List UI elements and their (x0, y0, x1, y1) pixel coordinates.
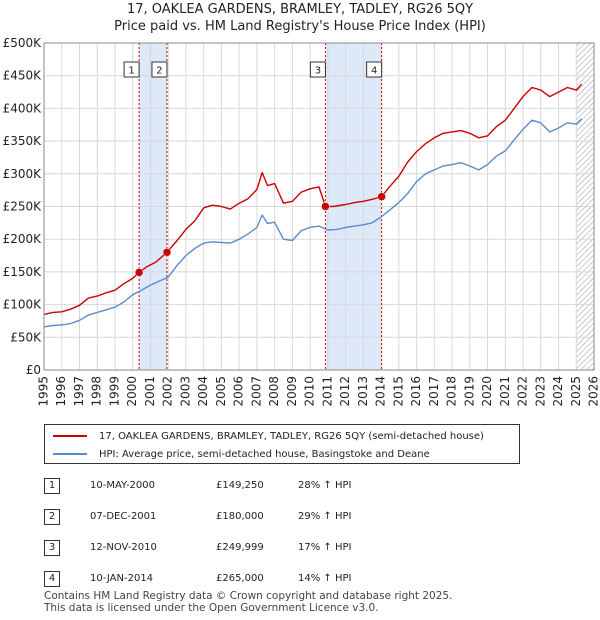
x-tick-label: 2025 (569, 376, 583, 407)
y-tick-label: £100K (3, 298, 43, 312)
transaction-date: 10-JAN-2014 (90, 573, 154, 584)
sale-label-box (309, 61, 326, 78)
x-tick-label: 1996 (54, 376, 68, 407)
series-line-property (43, 83, 583, 316)
x-tick-label: 2019 (462, 376, 476, 407)
footer-copyright: Contains HM Land Registry data © Crown c… (44, 590, 453, 602)
y-tick-label: £50K (10, 330, 42, 344)
x-tick-label: 2004 (196, 376, 210, 407)
x-tick-label: 2013 (356, 376, 370, 407)
sale-label-number: 2 (156, 66, 162, 77)
legend-item-property: 17, OAKLEA GARDENS, BRAMLEY, TADLEY, RG2… (53, 428, 484, 444)
x-tick-label: 2020 (480, 376, 494, 407)
transaction-number: 4 (44, 571, 60, 587)
transaction-row: 4 10-JAN-2014 £265,000 14% ↑ HPI (44, 565, 444, 595)
x-tick-label: 2007 (249, 376, 263, 407)
transaction-hpi: 29% ↑ HPI (298, 511, 352, 522)
sale-label-number: 3 (315, 66, 321, 77)
y-tick-label: £250K (3, 200, 43, 214)
y-tick-label: £150K (3, 265, 43, 279)
transaction-price: £265,000 (216, 573, 264, 584)
x-tick-label: 2002 (161, 376, 175, 407)
x-tick-label: 1999 (107, 376, 121, 407)
plot-border (43, 42, 595, 371)
x-tick-label: 2021 (498, 376, 512, 407)
y-tick-label: £450K (3, 69, 43, 83)
transaction-row: 3 12-NOV-2010 £249,999 17% ↑ HPI (44, 534, 444, 564)
chart-title: 17, OAKLEA GARDENS, BRAMLEY, TADLEY, RG2… (126, 2, 474, 17)
legend: 17, OAKLEA GARDENS, BRAMLEY, TADLEY, RG2… (44, 424, 520, 464)
sale-point (321, 202, 330, 211)
sale-point (377, 192, 386, 201)
x-tick-label: 2005 (214, 376, 228, 407)
x-tick-label: 2023 (533, 376, 547, 407)
sale-point (134, 268, 144, 277)
x-tick-label: 2024 (551, 376, 565, 407)
x-tick-label: 2017 (427, 376, 441, 407)
transaction-hpi: 14% ↑ HPI (298, 573, 352, 584)
legend-label-hpi: HPI: Average price, semi-detached house,… (99, 448, 430, 460)
legend-item-hpi: HPI: Average price, semi-detached house,… (53, 446, 430, 462)
transaction-price: £149,250 (216, 480, 264, 491)
footer-licence: This data is licensed under the Open Gov… (44, 602, 379, 614)
transaction-number: 2 (44, 509, 60, 525)
x-tick-label: 2012 (338, 376, 352, 407)
x-tick-label: 2014 (374, 376, 388, 407)
sale-label-number: 4 (371, 66, 377, 77)
chart-subtitle: Price paid vs. HM Land Registry's House … (114, 19, 486, 34)
x-tick-label: 2009 (285, 376, 299, 407)
transaction-hpi: 17% ↑ HPI (298, 542, 352, 553)
y-tick-label: £500K (3, 36, 43, 50)
transaction-price: £249,999 (216, 542, 264, 553)
transaction-date: 10-MAY-2000 (90, 480, 156, 491)
x-tick-label: 2000 (125, 376, 139, 407)
x-tick-label: 2001 (143, 376, 157, 407)
legend-swatch-red (53, 435, 87, 437)
legend-swatch-blue (53, 453, 87, 455)
x-tick-label: 2026 (587, 376, 600, 407)
x-tick-label: 1995 (37, 376, 51, 407)
x-tick-label: 2016 (409, 376, 423, 407)
sale-label-number: 1 (128, 66, 134, 77)
x-tick-label: 1998 (90, 376, 104, 407)
y-tick-label: £300K (3, 167, 43, 181)
sale-label-box (151, 61, 168, 78)
y-tick-label: £400K (3, 101, 43, 115)
y-tick-label: £200K (3, 232, 43, 246)
x-tick-label: 2003 (178, 376, 192, 407)
x-tick-label: 2006 (232, 376, 246, 407)
transaction-number: 1 (44, 478, 60, 494)
x-tick-label: 2015 (391, 376, 405, 407)
transaction-date: 12-NOV-2010 (90, 542, 157, 553)
transaction-row: 1 10-MAY-2000 £149,250 28% ↑ HPI (44, 472, 444, 502)
price-chart: £0 £50K £100K £150K £200K £250K £300K £350K £400… (3, 36, 600, 407)
transaction-date: 07-DEC-2001 (90, 511, 157, 522)
x-tick-label: 2018 (445, 376, 459, 407)
x-tick-label: 2010 (303, 376, 317, 407)
legend-label-property: 17, OAKLEA GARDENS, BRAMLEY, TADLEY, RG2… (99, 430, 484, 442)
sale-point (162, 248, 172, 257)
sale-label-box (366, 61, 383, 78)
x-tick-label: 2011 (320, 376, 334, 407)
x-tick-label: 2008 (267, 376, 281, 407)
series-line-hpi (43, 118, 583, 328)
transaction-number: 3 (44, 540, 60, 556)
y-tick-label: £0 (26, 363, 41, 377)
y-tick-label: £350K (3, 134, 43, 148)
x-tick-label: 2022 (516, 376, 530, 407)
x-tick-label: 1997 (72, 376, 86, 407)
sale-label-box (123, 61, 140, 78)
transaction-hpi: 28% ↑ HPI (298, 480, 352, 491)
transaction-row: 2 07-DEC-2001 £180,000 29% ↑ HPI (44, 503, 444, 533)
transaction-price: £180,000 (216, 511, 264, 522)
